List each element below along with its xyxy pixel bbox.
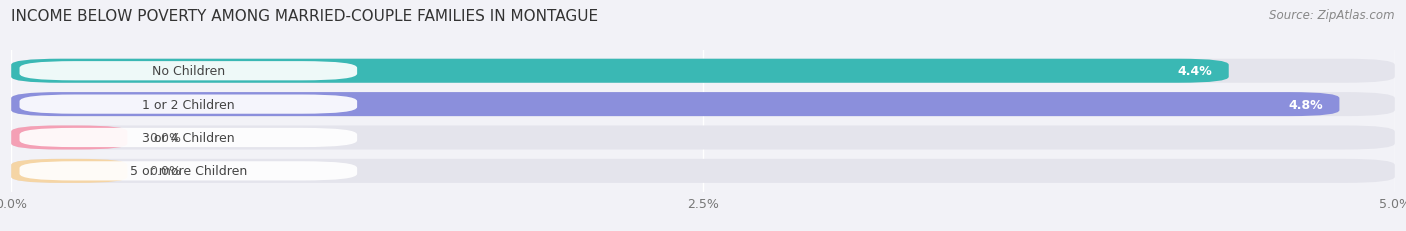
FancyBboxPatch shape (11, 126, 1395, 150)
FancyBboxPatch shape (11, 159, 1395, 183)
FancyBboxPatch shape (20, 161, 357, 181)
Text: 1 or 2 Children: 1 or 2 Children (142, 98, 235, 111)
Text: INCOME BELOW POVERTY AMONG MARRIED-COUPLE FAMILIES IN MONTAGUE: INCOME BELOW POVERTY AMONG MARRIED-COUPL… (11, 9, 599, 24)
FancyBboxPatch shape (11, 126, 128, 150)
Text: No Children: No Children (152, 65, 225, 78)
Text: 3 or 4 Children: 3 or 4 Children (142, 131, 235, 144)
FancyBboxPatch shape (20, 62, 357, 81)
Text: 0.0%: 0.0% (149, 165, 181, 178)
Text: 5 or more Children: 5 or more Children (129, 165, 247, 178)
FancyBboxPatch shape (11, 93, 1395, 117)
FancyBboxPatch shape (11, 159, 128, 183)
Text: 0.0%: 0.0% (149, 131, 181, 144)
FancyBboxPatch shape (20, 95, 357, 114)
FancyBboxPatch shape (20, 128, 357, 147)
Text: 4.4%: 4.4% (1177, 65, 1212, 78)
FancyBboxPatch shape (11, 59, 1395, 83)
Text: 4.8%: 4.8% (1288, 98, 1323, 111)
Text: Source: ZipAtlas.com: Source: ZipAtlas.com (1270, 9, 1395, 22)
FancyBboxPatch shape (11, 59, 1229, 83)
FancyBboxPatch shape (11, 93, 1340, 117)
